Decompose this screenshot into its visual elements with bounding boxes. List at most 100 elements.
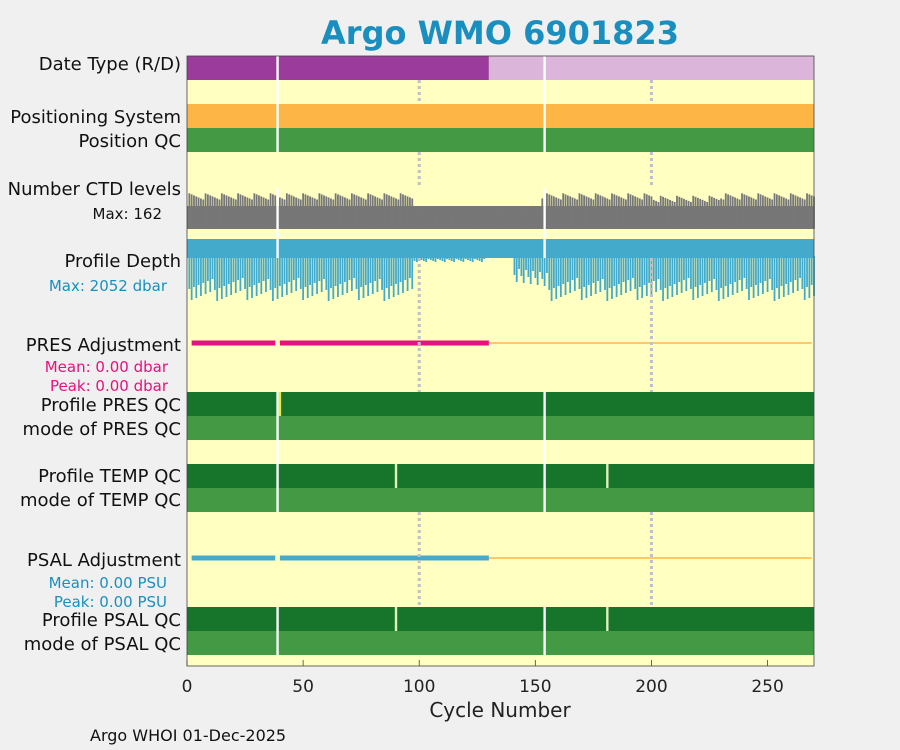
profile-depth-bar [346,256,349,293]
profile-depth-bar [429,256,432,260]
profile-depth-bar [260,256,263,294]
ctd-level-bar [232,198,235,229]
ctd-level-bar [350,193,353,229]
ctd-level-bar [304,194,307,229]
profile-depth-bar [200,256,202,296]
ctd-level-bar [592,199,595,229]
ctd-level-bar [685,199,688,229]
ctd-level-bar [631,195,634,229]
profile-depth-bar [650,256,653,294]
profile-depth-bar [388,256,390,299]
profile-depth-bar [592,256,595,283]
profile-depth-bar [334,256,337,286]
profile-depth-bar [207,256,209,281]
profile-depth-bar [211,256,214,279]
profile-depth-bar [446,256,448,259]
profile-depth-bar [367,256,370,296]
profile-depth-bar [792,256,794,293]
positioning-system-segment-0 [187,104,814,128]
profile-depth-bar [306,256,309,298]
ctd-level-bar [532,209,534,229]
ctd-level-bar [657,201,660,229]
profile-depth-bar [337,256,339,297]
profile-depth-bar [643,256,646,285]
profile-depth-bar [481,256,483,262]
x-tick-label: 50 [292,677,314,697]
profile-depth-bar [265,256,267,292]
ctd-level-bar [258,195,260,229]
profile-depth-bar [580,256,583,300]
profile-depth-bar [597,256,599,281]
ctd-level-bar [330,198,332,229]
profile-depth-bar [513,256,516,275]
ctd-level-bar [513,210,516,229]
ctd-level-bar [367,193,370,229]
profile-depth-bar [364,256,367,285]
profile-depth-bar [311,256,314,296]
profile-depth-bar [775,256,778,288]
profile-depth-bar [467,256,469,260]
ctd-level-bar [585,196,588,229]
ctd-level-bar [683,198,685,229]
label-pres-adjustment: PRES Adjustment [26,335,181,356]
ctd-level-bar [511,211,514,229]
ctd-level-bar [692,195,695,229]
ctd-level-bar [455,210,458,229]
ctd-level-bar [557,198,560,229]
ctd-level-bar [808,194,811,229]
profile-depth-bar [606,256,609,301]
footer-credit: Argo WHOI 01-Dec-2025 [90,726,286,745]
ctd-level-bar [527,208,530,229]
ctd-level-bar [443,210,446,229]
label-position-qc: Position QC [78,131,181,152]
ctd-level-bar [687,200,690,229]
ctd-level-bar [269,193,272,229]
profile-depth-bar [341,256,344,295]
ctd-level-bar [690,201,692,229]
ctd-level-bar [388,195,390,229]
profile-depth-bar [390,256,393,286]
ctd-level-bar [750,197,753,229]
profile-depth-bar [722,256,725,299]
profile-depth-bar [555,256,558,299]
ctd-level-bar [325,196,328,229]
profile-depth-bar [673,256,676,284]
ctd-level-bar [803,199,806,229]
ctd-level-bar [471,210,474,229]
profile-depth-bar [202,256,205,283]
ctd-level-bar [320,194,323,229]
profile-depth-bar [360,256,363,287]
label-mode-temp-qc: mode of TEMP QC [20,490,181,511]
ctd-level-bar [662,196,664,229]
ctd-level-bar [262,197,265,229]
ctd-level-bar [680,197,683,229]
profile-depth-bar [385,256,388,288]
ctd-level-bar [778,195,781,229]
profile-depth-bar [576,256,579,278]
ctd-level-bar [782,197,785,229]
ctd-level-bar [323,195,325,229]
ctd-level-bar [492,208,495,229]
label-date-type: Date Type (R/D) [39,54,181,75]
profile-depth-bar [213,256,216,290]
ctd-level-bar [720,198,723,229]
ctd-level-bar [536,210,539,229]
profile-depth-bar [771,256,774,290]
profile-depth-bar [244,256,246,289]
ctd-level-bar [734,197,736,229]
ctd-level-bar [211,196,214,229]
profile-depth-bar [548,256,551,290]
ctd-level-bar [759,194,762,229]
ctd-level-bar [555,197,558,229]
ctd-level-bar [344,197,346,229]
profile-depth-bar [448,256,451,260]
profile-depth-bar [302,256,305,300]
ctd-level-bar [508,209,511,229]
profile-depth-bar [566,256,569,282]
profile-depth-bar [648,256,651,283]
profile-depth-bar [478,256,481,261]
profile-depth-bar [501,256,504,258]
profile-depth-bar [188,256,191,289]
label-ctd-levels: Number CTD levels [8,179,181,200]
ctd-level-bar [722,199,725,229]
